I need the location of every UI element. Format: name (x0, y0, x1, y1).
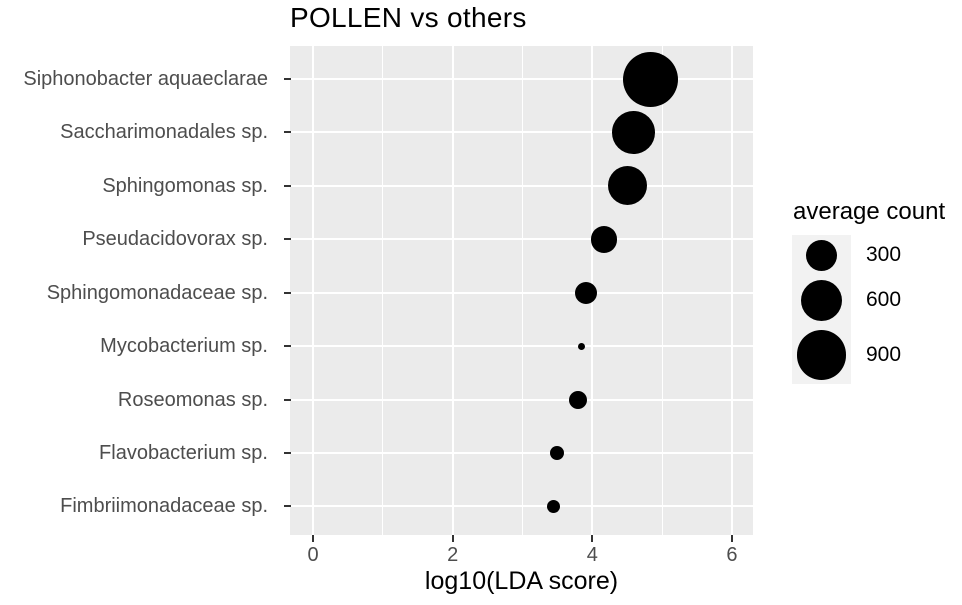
y-tick-mark (284, 505, 291, 508)
major-gridline-horizontal (290, 505, 753, 508)
y-tick-mark (284, 238, 291, 241)
y-tick-mark (284, 291, 291, 294)
legend-value-label: 600 (866, 288, 902, 312)
x-tick-mark (312, 535, 314, 542)
major-gridline-horizontal (290, 131, 753, 134)
minor-gridline-vertical (661, 46, 663, 535)
x-tick-mark (451, 535, 454, 542)
y-tick-mark (284, 131, 291, 134)
y-tick-mark (284, 451, 291, 454)
legend-bubble (805, 239, 838, 271)
major-gridline-horizontal (290, 345, 753, 348)
x-axis-title: log10(LDA score) (424, 567, 619, 595)
y-axis-label: Roseomonas sp. (117, 388, 268, 411)
y-tick-mark (284, 345, 291, 348)
x-tick-label: 6 (726, 544, 738, 566)
y-axis-label: Mycobacterium sp. (100, 335, 268, 358)
legend-value-label: 900 (866, 342, 902, 366)
major-gridline-horizontal (290, 291, 753, 294)
data-bubble (546, 499, 560, 514)
y-tick-mark (284, 184, 291, 187)
y-axis-label: Pseudacidovorax sp. (82, 228, 268, 251)
major-gridline-horizontal (290, 78, 753, 80)
x-tick-label: 2 (447, 544, 459, 566)
minor-gridline-vertical (382, 46, 384, 535)
y-axis-label: Saccharimonadales sp. (60, 121, 268, 144)
legend-bubble (796, 330, 847, 380)
y-axis-label: Fimbriimonadaceae sp. (60, 495, 268, 518)
legend-title: average count (793, 198, 946, 225)
major-gridline-horizontal (290, 238, 753, 241)
legend-value-label: 300 (866, 243, 902, 267)
y-axis-label: Siphonobacter aquaeclarae (23, 68, 268, 90)
data-bubble (549, 445, 564, 460)
x-tick-label: 0 (307, 544, 319, 566)
data-bubble (623, 51, 679, 107)
minor-gridline-vertical (521, 46, 523, 535)
y-axis-label: Flavobacterium sp. (99, 441, 268, 464)
x-tick-mark (730, 535, 733, 542)
data-bubble (578, 342, 586, 350)
y-tick-mark (284, 78, 291, 80)
data-bubble (575, 281, 597, 304)
y-axis-label: Sphingomonadaceae sp. (46, 281, 268, 304)
y-tick-mark (284, 398, 291, 401)
major-gridline-horizontal (290, 184, 753, 187)
data-bubble (590, 225, 618, 253)
x-tick-label: 4 (586, 544, 598, 566)
major-gridline-vertical (312, 46, 314, 535)
legend-bubble (800, 279, 843, 322)
major-gridline-vertical (730, 46, 733, 535)
data-bubble (568, 390, 587, 409)
y-axis-label: Sphingomonas sp. (102, 174, 268, 197)
plot-panel (290, 46, 753, 535)
x-tick-mark (591, 535, 594, 542)
major-gridline-vertical (451, 46, 454, 535)
chart-title: POLLEN vs others (290, 2, 527, 33)
major-gridline-horizontal (290, 451, 753, 454)
data-bubble (612, 111, 655, 154)
major-gridline-horizontal (290, 398, 753, 401)
data-bubble (607, 166, 647, 206)
